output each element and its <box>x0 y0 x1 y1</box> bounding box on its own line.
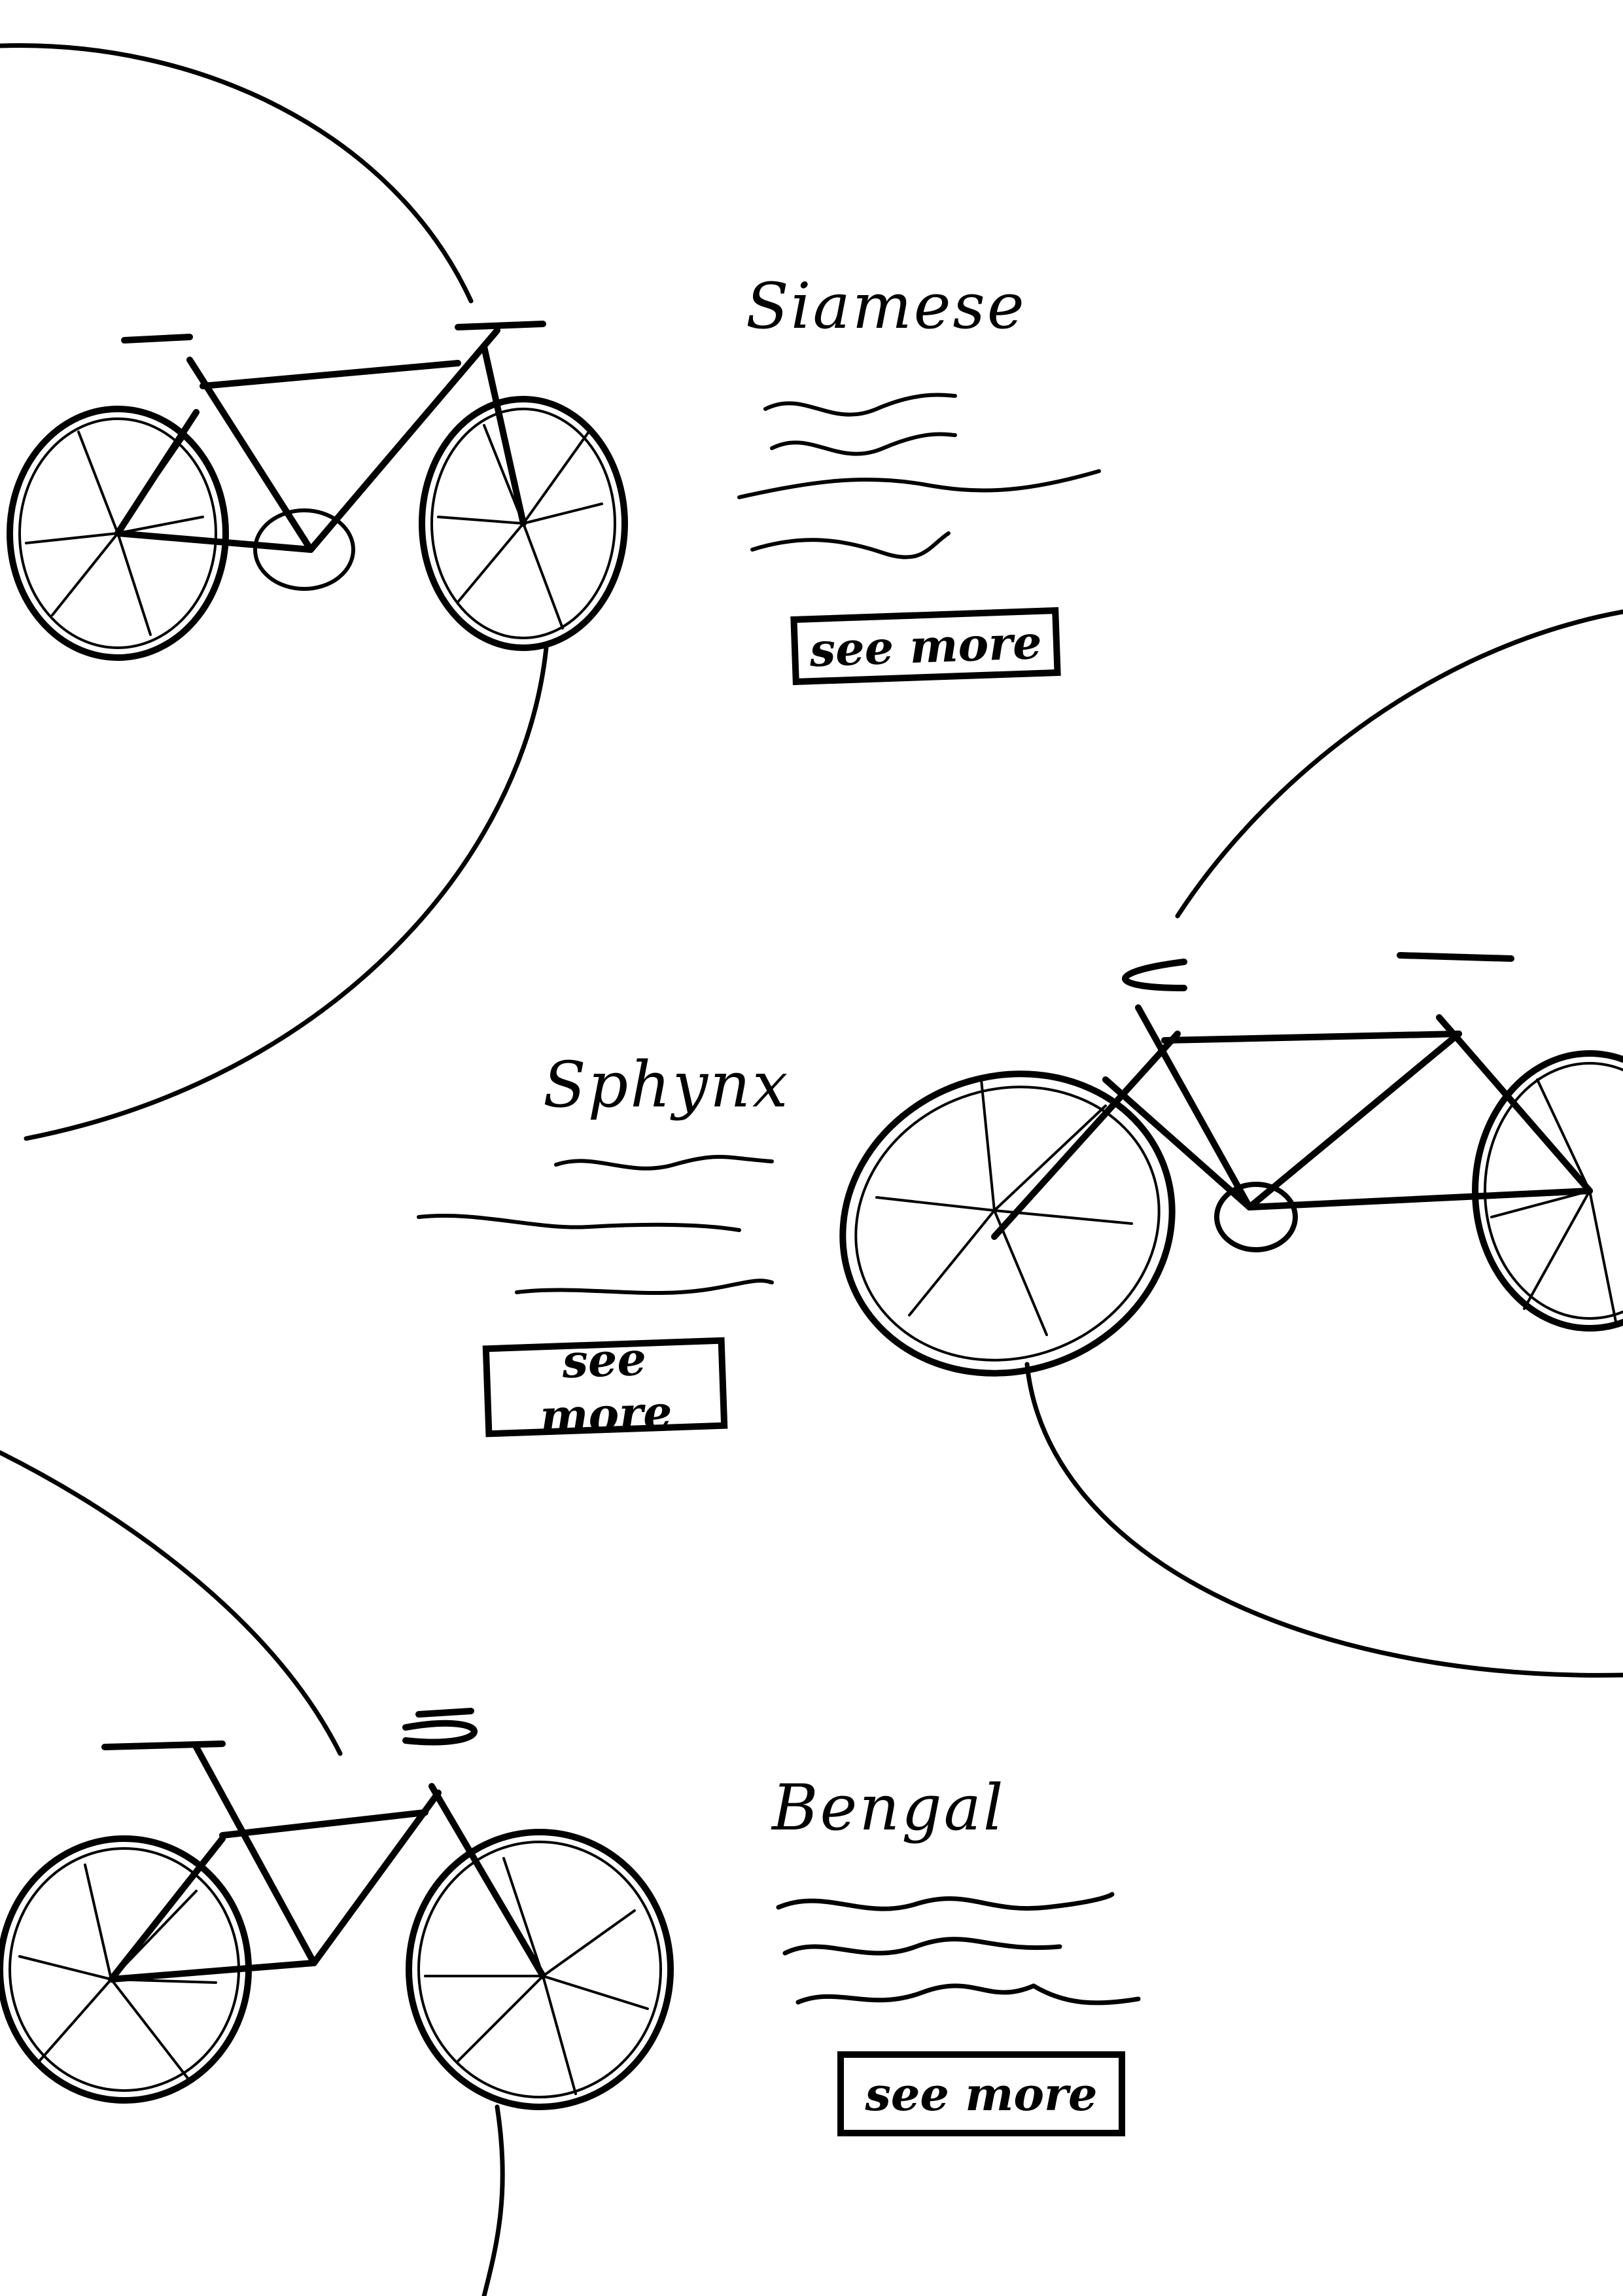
placeholder-text-lines <box>776 1892 1141 2005</box>
bicycle-icon <box>0 1708 674 2110</box>
bicycle-icon <box>7 321 628 661</box>
see-more-button[interactable]: see more <box>837 2051 1125 2136</box>
see-more-button[interactable]: see more <box>482 1332 728 1443</box>
product-title: Bengal <box>772 1771 1005 1845</box>
placeholder-text-lines <box>737 393 1101 559</box>
placeholder-text-lines <box>417 1155 774 1296</box>
bicycle-icon <box>839 952 1623 1377</box>
see-more-button[interactable]: see more <box>790 607 1061 686</box>
product-title: Sphynx <box>543 1048 790 1122</box>
product-title: Siamese <box>746 270 1026 343</box>
